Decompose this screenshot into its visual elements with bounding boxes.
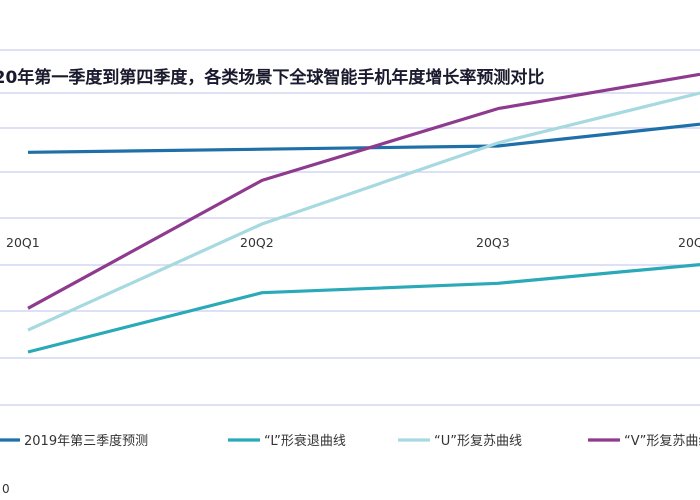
grid-lines	[0, 49, 700, 406]
legend-label: 2019年第三季度预测	[24, 433, 148, 449]
series-line	[27, 263, 700, 354]
category-labels: 20Q1 20Q2 20Q3 20Q4	[6, 235, 700, 250]
x-tick-label: 20Q3	[476, 235, 510, 250]
series-line	[27, 72, 700, 310]
x-tick-label: 20Q2	[240, 235, 274, 250]
legend-label: “U”形复苏曲线	[434, 433, 522, 449]
legend-label: “V”形复苏曲线	[624, 433, 700, 449]
chart-title: 2020年第一季度到第四季度，各类场景下全球智能手机年度增长率预测对比	[0, 67, 544, 88]
series-line	[27, 122, 700, 154]
legend: 2019年第三季度预测 “L”形衰退曲线 “U”形复苏曲线 “V”形复苏曲线	[0, 433, 700, 449]
y-tick-label: 0	[2, 482, 10, 496]
x-tick-label: 20Q1	[6, 235, 40, 250]
x-tick-label: 20Q4	[678, 235, 700, 250]
series-lines	[27, 72, 700, 354]
series-line	[27, 91, 700, 332]
legend-label: “L”形衰退曲线	[264, 433, 346, 449]
